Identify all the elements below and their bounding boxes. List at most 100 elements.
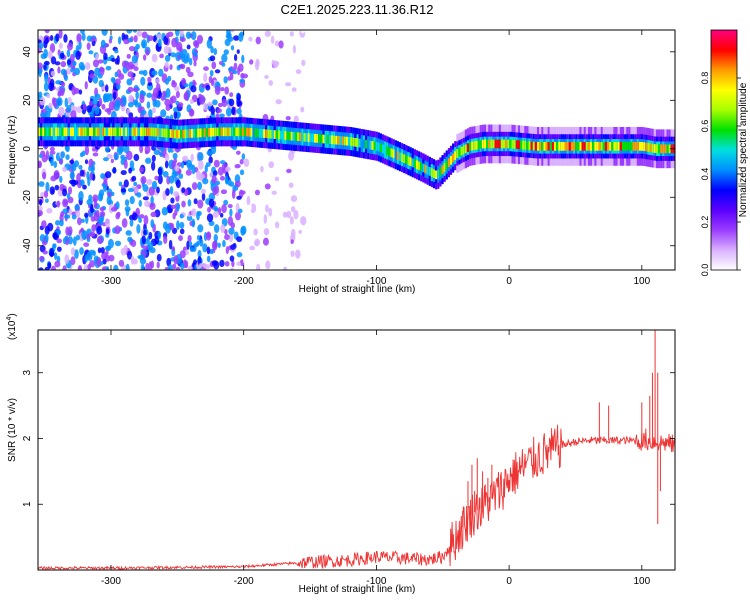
spectrogram-y-tick-label: 0 xyxy=(22,146,33,152)
noise-blob xyxy=(105,218,111,228)
noise-blob xyxy=(213,159,220,168)
noise-blob xyxy=(38,42,44,50)
noise-blob xyxy=(65,145,70,153)
ridge-cell xyxy=(407,156,410,166)
ridge-cell xyxy=(301,132,304,142)
noise-blob xyxy=(165,223,172,234)
noise-blob xyxy=(89,231,96,238)
noise-blob xyxy=(123,38,130,45)
noise-blob xyxy=(93,211,100,222)
ridge-cell xyxy=(666,144,669,154)
noise-blob xyxy=(166,257,172,267)
ridge-cell xyxy=(248,127,251,137)
noise-blob xyxy=(175,266,181,270)
ridge-cell xyxy=(131,127,134,137)
noise-blob xyxy=(236,49,240,54)
ridge-cell xyxy=(152,127,155,137)
noise-blob xyxy=(170,197,175,204)
ridge-cell xyxy=(558,142,561,151)
noise-blob xyxy=(108,101,115,111)
noise-blob xyxy=(231,189,236,199)
noise-blob xyxy=(58,42,63,50)
noise-blob xyxy=(84,159,89,165)
ridge-cell xyxy=(437,169,440,179)
ridge-cell xyxy=(320,134,323,144)
noise-blob xyxy=(56,246,62,252)
noise-blob xyxy=(78,40,82,50)
ridge-cell xyxy=(369,140,372,150)
noise-blob xyxy=(101,103,106,110)
noise-blob xyxy=(89,73,96,79)
noise-blob xyxy=(237,100,243,107)
ridge-cell xyxy=(57,127,60,137)
noise-blob xyxy=(148,231,153,240)
ridge-cell xyxy=(524,140,527,150)
ridge-cell xyxy=(137,127,140,137)
noise-blob xyxy=(45,181,50,192)
ridge-cell xyxy=(38,127,41,137)
ridge-cell xyxy=(114,127,117,137)
noise-blob xyxy=(217,102,223,108)
ridge-cell xyxy=(443,162,446,172)
noise-blob xyxy=(213,47,218,56)
noise-blob xyxy=(100,39,106,49)
noise-blob xyxy=(161,207,169,216)
noise-blob xyxy=(156,186,160,194)
noise-blob xyxy=(159,53,164,59)
ridge-cell xyxy=(97,127,100,137)
ridge-cell xyxy=(54,127,58,137)
noise-blob xyxy=(229,92,234,98)
noise-blob xyxy=(282,211,288,218)
noise-blob xyxy=(263,228,270,236)
noise-blob xyxy=(190,85,197,93)
ridge-cell xyxy=(235,127,238,137)
noise-blob xyxy=(191,208,197,217)
noise-blob xyxy=(286,168,292,174)
ridge-cell xyxy=(118,127,121,137)
noise-blob xyxy=(62,265,67,270)
noise-blob xyxy=(97,192,104,202)
noise-blob xyxy=(114,153,119,161)
colorbar-label: Normalized spectral amplitude xyxy=(738,82,749,217)
noise-blob xyxy=(289,31,294,37)
noise-blob xyxy=(203,72,208,83)
noise-blob xyxy=(288,182,294,188)
noise-blob xyxy=(128,112,134,119)
snr-frame xyxy=(37,329,676,571)
ridge-cell xyxy=(326,135,329,144)
noise-blob xyxy=(175,30,180,37)
noise-blob xyxy=(44,266,50,270)
noise-blob xyxy=(142,54,147,61)
noise-blob xyxy=(231,106,236,116)
ridge-cell xyxy=(630,142,633,151)
ridge-cell xyxy=(626,142,629,151)
noise-blob xyxy=(207,206,211,213)
ridge-cell xyxy=(647,143,650,152)
ridge-cell xyxy=(636,142,639,151)
noise-blob xyxy=(213,233,218,242)
ridge-cell xyxy=(224,127,228,137)
noise-blob xyxy=(41,220,47,229)
noise-blob xyxy=(210,45,214,54)
noise-blob xyxy=(40,112,47,118)
noise-blob xyxy=(111,57,116,63)
noise-blob xyxy=(96,259,102,267)
snr-unit-label: (x104) xyxy=(6,313,18,340)
noise-blob xyxy=(107,238,114,249)
noise-blob xyxy=(97,247,102,254)
ridge-cell xyxy=(477,140,480,150)
ridge-cell xyxy=(284,131,287,140)
ridge-cell xyxy=(617,142,620,151)
noise-blob xyxy=(70,104,75,111)
noise-blob xyxy=(153,149,160,156)
noise-blob xyxy=(98,66,105,77)
noise-blob xyxy=(262,237,269,246)
colorbar-tick-label: 0.2 xyxy=(700,216,710,229)
noise-blob xyxy=(229,73,234,81)
ridge-cell xyxy=(78,127,81,137)
noise-blob xyxy=(163,235,168,245)
noise-blob xyxy=(51,97,56,106)
noise-blob xyxy=(62,166,67,172)
ridge-cell xyxy=(479,140,482,149)
noise-blob xyxy=(100,246,105,254)
